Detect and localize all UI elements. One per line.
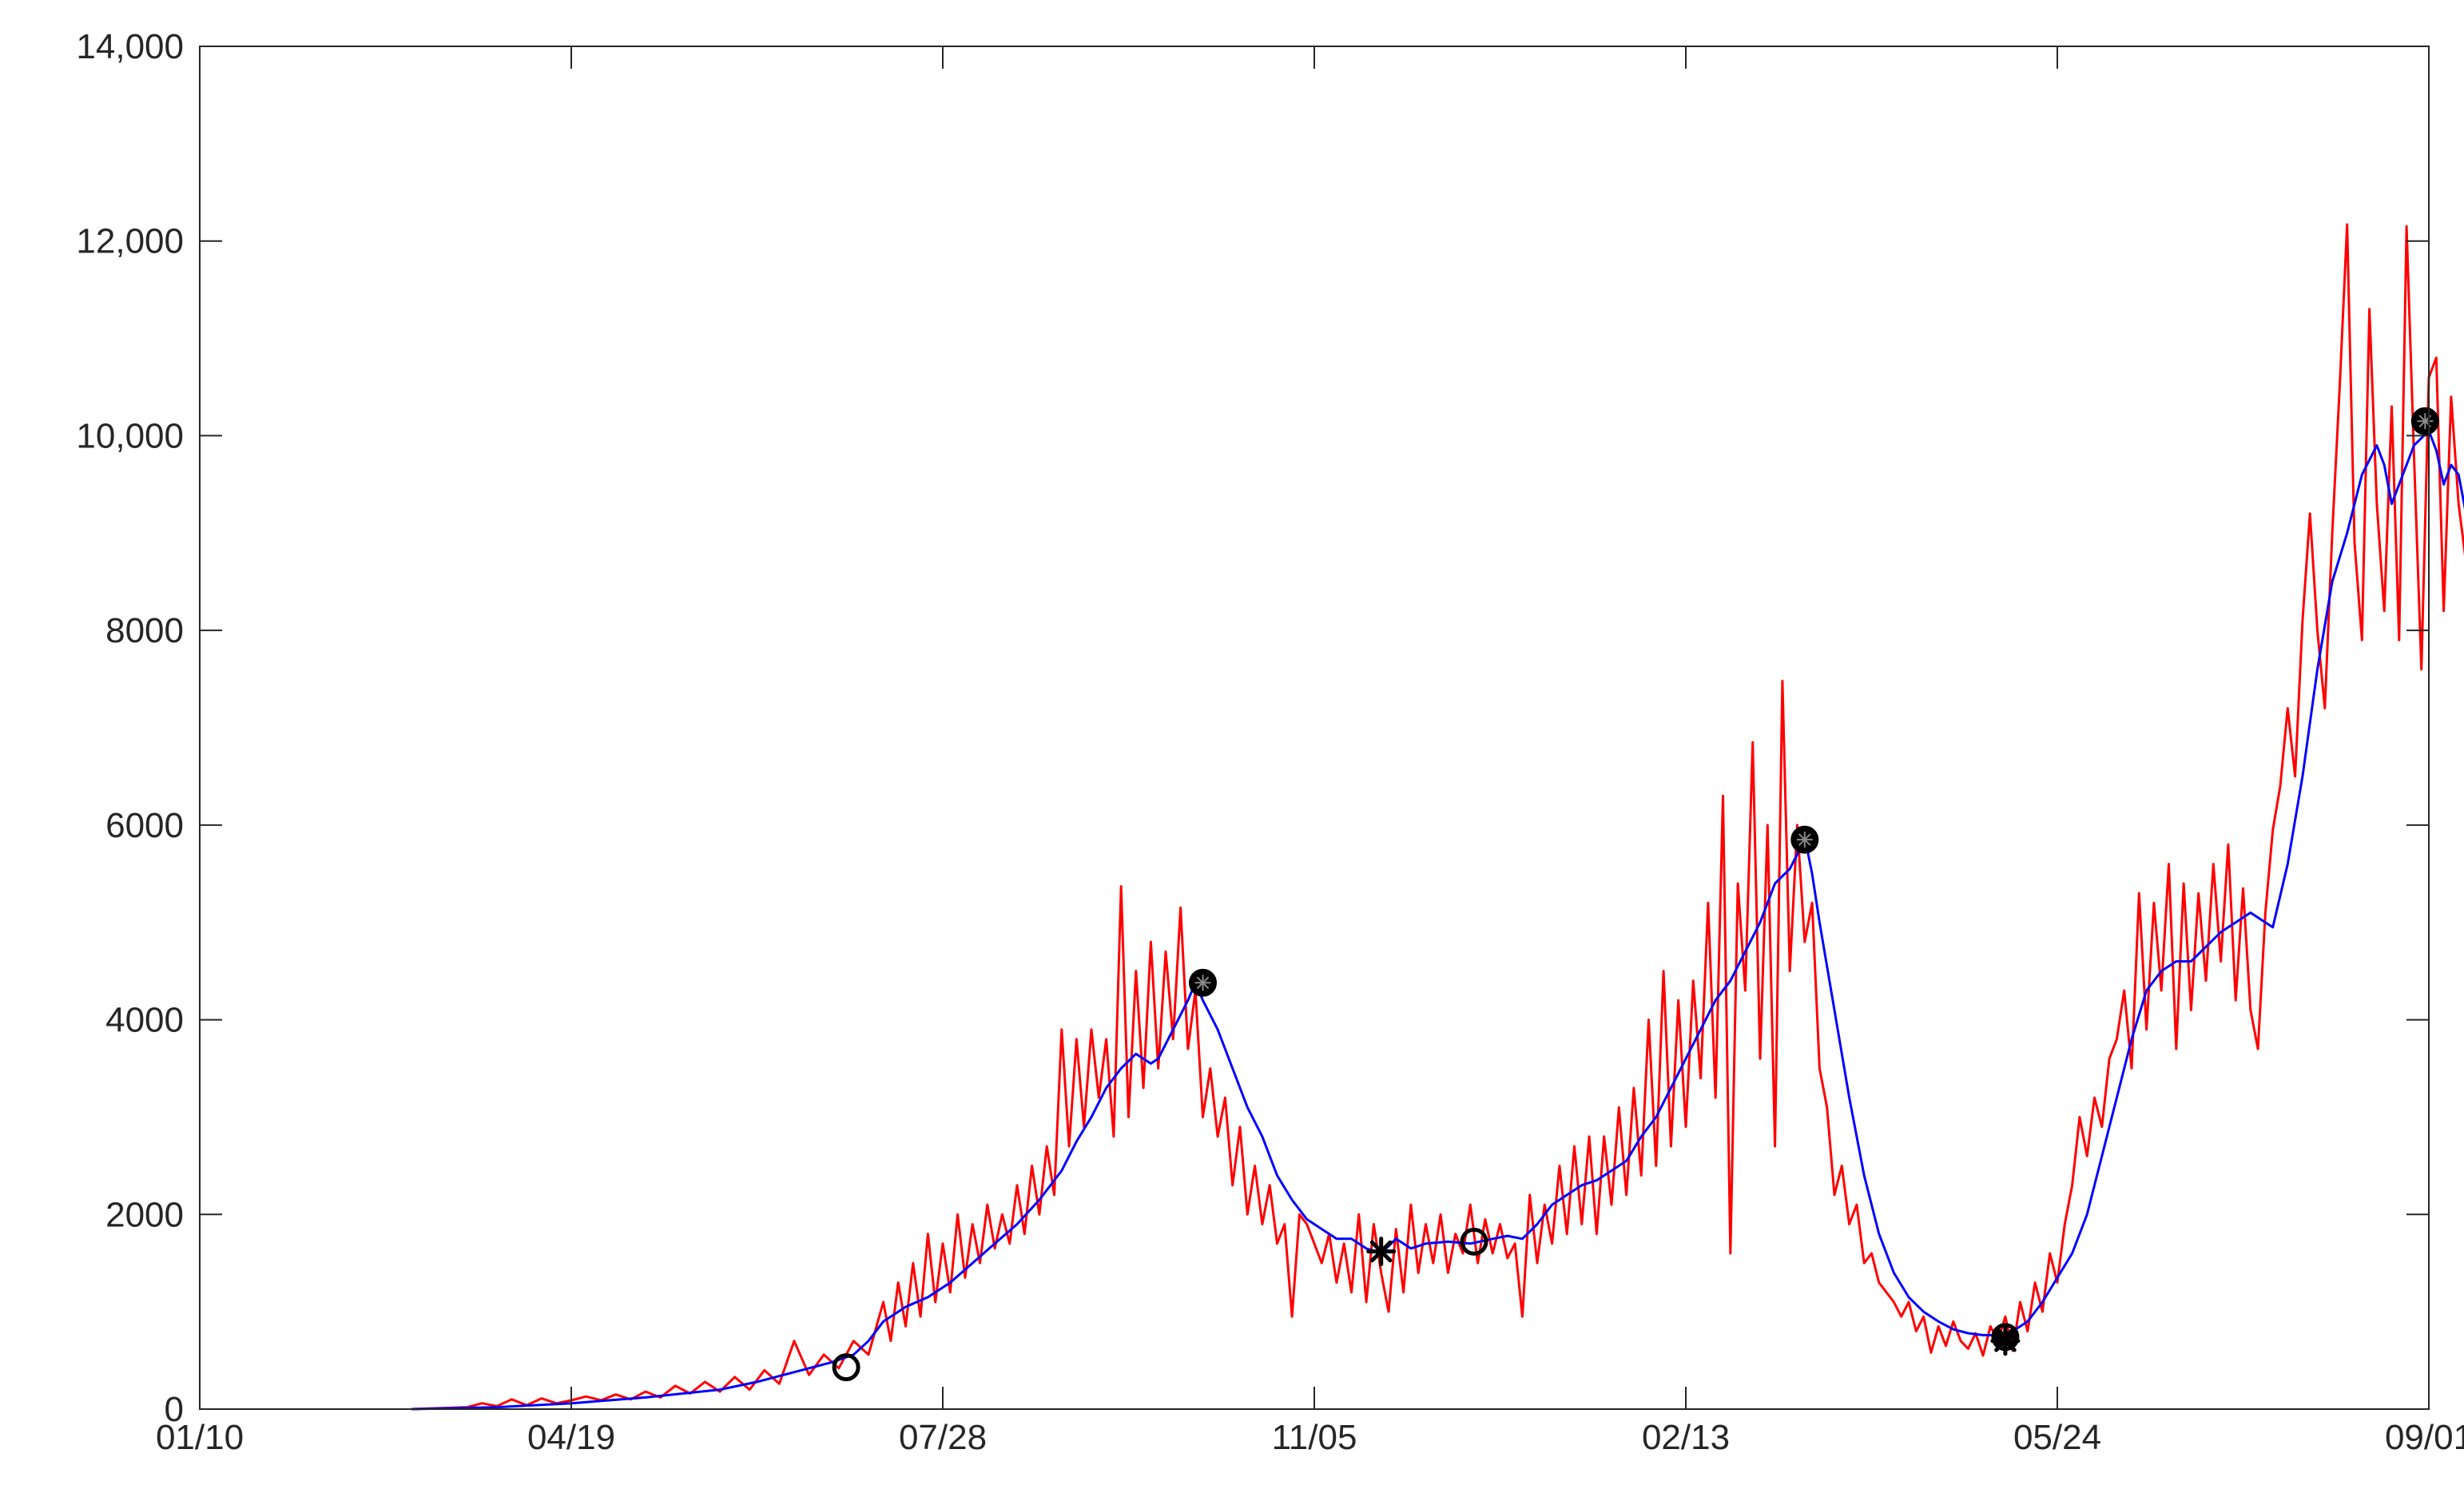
circle-marker-1 [1460,1227,1488,1256]
marker-layer [832,407,2439,1382]
x-tick-label-2: 07/28 [899,1418,987,1457]
axis-layer: 0 2000 4000 6000 8000 10,000 12,000 14,000 01/10… [76,27,2464,1457]
filled-circle-star-marker-1 [1790,825,1819,854]
x-tick-label-1: 04/19 [527,1418,615,1457]
x-tick-label-3: 11/05 [1272,1418,1357,1457]
x-tick-label-5: 05/24 [2013,1418,2101,1457]
x-tick-label-6: 09/01 [2385,1418,2464,1457]
series-layer [411,223,2464,1411]
y-tick-label-0: 0 [165,1390,184,1429]
series-line-daily [411,223,2464,1411]
series-line-smoothed [411,429,2464,1411]
x-tick-label-4: 02/13 [1642,1418,1730,1457]
filled-circle-star-marker-2 [2410,407,2439,435]
y-tick-label-4: 8000 [105,611,184,650]
filled-circle-star-marker-0 [1189,968,1217,997]
y-tick-label-6: 12,000 [76,222,184,261]
x-tick-label-0: 01/10 [156,1418,244,1457]
asterisk-marker-0 [1366,1237,1397,1267]
y-tick-label-5: 10,000 [76,416,184,455]
circle-marker-0 [832,1353,860,1382]
asterisk-marker-2 [1990,1326,2021,1356]
y-tick-label-1: 2000 [105,1195,184,1234]
y-tick-label-7: 14,000 [76,27,184,66]
y-tick-label-2: 4000 [105,1001,184,1040]
y-tick-label-3: 6000 [105,806,184,845]
